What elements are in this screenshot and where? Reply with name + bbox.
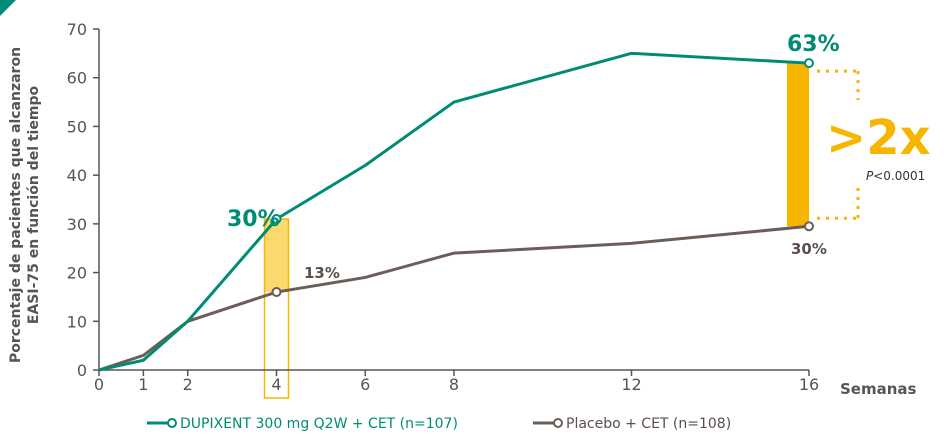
y-tick-label: 0: [77, 361, 87, 380]
data-point-dupixent-week16: [804, 58, 814, 69]
x-tick-label: 4: [271, 375, 281, 394]
x-tick-label: 12: [621, 375, 641, 394]
week4-highlight-band: [264, 218, 289, 293]
comparison-label: >2x: [826, 110, 931, 166]
legend-label-dupixent: DUPIXENT 300 mg Q2W + CET (n=107): [180, 416, 458, 432]
corner-accent: [0, 0, 16, 16]
y-tick-label: 10: [67, 312, 87, 331]
y-tick-label: 30: [67, 215, 87, 234]
p-value-prefix: P: [866, 169, 874, 183]
x-tick-label: 6: [360, 375, 370, 394]
y-axis-label-line-2: EASI-75 en función del tiempo: [26, 86, 42, 325]
y-tick-label: 70: [67, 20, 87, 39]
legend-marker-placebo: [553, 418, 563, 428]
data-point-dupixent-week4: [271, 213, 282, 224]
x-tick-label: 0: [94, 375, 104, 394]
x-tick-label: 2: [183, 375, 193, 394]
data-point-placebo-week16: [804, 221, 814, 232]
y-tick-label: 60: [67, 69, 87, 88]
series-line-placebo: [98, 224, 810, 372]
y-tick-label: 50: [67, 117, 87, 136]
legend-label-placebo: Placebo + CET (n=108): [566, 416, 731, 432]
p-value-label: P<0.0001: [866, 169, 925, 183]
data-point-placebo-week4: [271, 287, 282, 298]
annotation-week16-dupixent: 63%: [787, 32, 840, 57]
x-axis-label: Semanas: [840, 380, 917, 398]
y-axis-label-line-1: Porcentaje de pacientes que alcanzaron: [8, 47, 24, 363]
x-tick-label: 8: [449, 375, 459, 394]
x-tick-label: 1: [138, 375, 148, 394]
x-tick-label: 16: [799, 375, 819, 394]
y-tick-label: 40: [67, 166, 87, 185]
annotation-week4-dupixent: 30%: [227, 207, 280, 232]
legend: DUPIXENT 300 mg Q2W + CET (n=107) Placeb…: [147, 416, 731, 432]
series-line-dupixent: [98, 51, 810, 372]
week16-highlight-band: [787, 63, 809, 227]
legend-marker-dupixent: [167, 418, 177, 428]
p-value-rest: <0.0001: [873, 169, 925, 183]
y-tick-label: 20: [67, 264, 87, 283]
annotation-week4-placebo: 13%: [304, 264, 340, 282]
annotation-week16-placebo: 30%: [791, 240, 827, 258]
